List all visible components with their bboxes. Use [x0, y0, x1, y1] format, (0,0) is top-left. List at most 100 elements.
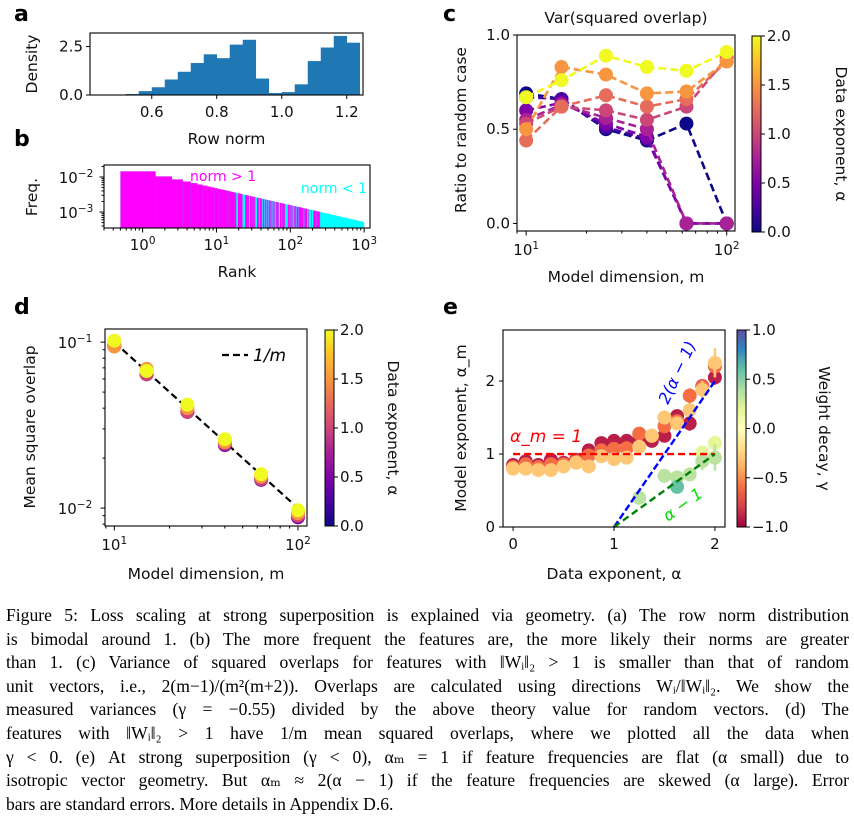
y-axis-label: Model exponent, α_m [452, 344, 471, 511]
rank-bar-norm-gt-1 [313, 210, 315, 228]
rank-bar-norm-gt-1 [276, 201, 277, 228]
rank-bar-norm-gt-1 [282, 203, 283, 228]
legend-norm-lt-1: norm < 1 [301, 181, 367, 197]
histogram-bar [333, 35, 348, 95]
rank-bar-norm-gt-1 [303, 208, 304, 228]
rank-bar-norm-gt-1 [316, 211, 317, 228]
data-point [519, 90, 534, 105]
data-point [519, 133, 534, 148]
data-point [639, 99, 654, 114]
panel-c-variance-ratio: Var(squared overlap) 101 102 0.0 0.5 1.0 Model… [452, 9, 850, 286]
rank-bar-norm-gt-1 [288, 204, 290, 228]
rank-bar-norm-gt-1 [182, 181, 191, 228]
rank-bar-norm-gt-1 [300, 207, 302, 228]
rank-bar-norm-gt-1 [278, 202, 279, 228]
caption-line: unit vectors, i.e., 2(m−1)/(m²(m+2)). Ov… [6, 675, 849, 696]
x-tick-label: 0 [508, 535, 518, 553]
rank-bar-norm-gt-1 [314, 210, 316, 228]
rank-bar-norm-gt-1 [269, 200, 270, 228]
x-axis-label: Model dimension, m [128, 565, 285, 583]
panel-d-colorbar-tick-label: 1.5 [340, 370, 364, 388]
panel-c-colorbar-tick-label: 2.0 [767, 27, 791, 45]
caption-line: measured variances (γ = −0.55) divided b… [6, 699, 849, 720]
y-axis-label: Ratio to random case [452, 47, 470, 213]
rank-bar-norm-gt-1 [197, 184, 203, 228]
panel-e-colorbar-tick-label: 0.5 [752, 370, 776, 388]
rank-bar-norm-gt-1 [288, 204, 290, 228]
rank-bar-norm-gt-1 [263, 199, 265, 228]
rank-bar-norm-gt-1 [245, 194, 247, 228]
data-point [639, 112, 654, 127]
rank-bar-norm-gt-1 [319, 211, 321, 228]
series-line [526, 95, 727, 225]
rank-bar-norm-gt-1 [232, 192, 235, 228]
panel-e-colorbar [736, 329, 747, 528]
data-point [670, 479, 685, 494]
panel-label-b: b [14, 127, 30, 152]
rank-bar-norm-gt-1 [306, 208, 308, 228]
y-tick-label: 0.5 [486, 120, 510, 138]
data-point [598, 67, 613, 82]
rank-bar-norm-gt-1 [223, 190, 227, 228]
histogram-bar [151, 87, 166, 95]
x-axis-label: Rank [218, 263, 257, 281]
y-tick-label: 10−2 [59, 168, 94, 187]
data-point [607, 452, 621, 467]
rank-bar-norm-gt-1 [257, 197, 258, 228]
data-point [695, 382, 710, 397]
series-line [525, 50, 728, 99]
rank-bar-norm-gt-1 [261, 198, 263, 228]
y-tick-label: 10−3 [59, 203, 94, 222]
rank-bar-norm-gt-1 [290, 205, 292, 228]
rank-bar-norm-gt-1 [284, 203, 286, 228]
data-point [607, 441, 621, 456]
rank-bar-norm-gt-1 [284, 203, 285, 228]
caption-line: γ < 0. (e) At strong superposition (γ < … [6, 746, 849, 767]
data-point [598, 88, 613, 103]
rank-bar-norm-gt-1 [277, 202, 278, 228]
rank-bar-norm-gt-1 [302, 207, 303, 228]
annotation-alpha-m-equals-1: α_m = 1 [510, 427, 582, 447]
panel-c-colorbar-tick-label: 1.0 [767, 125, 791, 143]
rank-bar-norm-gt-1 [250, 196, 252, 228]
rank-bar-norm-gt-1 [252, 196, 254, 228]
rank-bar-norm-gt-1 [267, 199, 268, 228]
rank-bar-norm-gt-1 [307, 209, 309, 228]
data-point [180, 397, 195, 412]
legend-label-1-over-m: 1/m [253, 346, 286, 366]
y-tick-label: 10−2 [58, 499, 93, 518]
data-point [290, 503, 305, 518]
y-axis-label: Mean square overlap [21, 345, 39, 508]
panel-c-colorbar [751, 35, 762, 233]
rank-bar-norm-gt-1 [239, 193, 242, 228]
rank-bar-norm-gt-1 [257, 197, 259, 228]
panel-d-colorbar-tick-label: 1.0 [340, 419, 364, 437]
rank-bar-norm-gt-1 [218, 188, 221, 228]
x-tick-label: 1.2 [335, 103, 359, 121]
rank-bar-norm-gt-1 [274, 201, 275, 228]
histogram-bar [177, 71, 192, 95]
data-point [581, 459, 596, 474]
panel-label-e: e [443, 295, 458, 320]
x-tick-label: 103 [351, 235, 377, 254]
rank-bar-norm-gt-1 [211, 187, 215, 228]
rank-bar-norm-gt-1 [280, 202, 282, 228]
rank-bar-norm-gt-1 [237, 193, 240, 228]
panel-a-frame [89, 32, 364, 96]
rank-bar-norm-gt-1 [316, 211, 318, 228]
rank-bar-norm-gt-1 [317, 211, 319, 228]
panel-d-colorbar-tick-label: 0.5 [340, 468, 364, 486]
data-point [657, 410, 672, 425]
data-point [682, 403, 697, 418]
panel-e-colorbar-tick-label: 0.0 [752, 420, 776, 438]
x-tick-label: 0.8 [205, 103, 229, 121]
histogram-bar [203, 54, 218, 95]
rank-bar-norm-gt-1 [190, 183, 198, 228]
rank-bar-norm-gt-1 [247, 195, 249, 228]
rank-bar-norm-gt-1 [230, 191, 233, 228]
rank-bar-norm-gt-1 [277, 202, 279, 228]
rank-bar-norm-gt-1 [254, 196, 256, 228]
data-point [554, 60, 569, 75]
panel-d-colorbar-label: Data exponent, α [384, 360, 402, 495]
rank-bar-norm-gt-1 [269, 200, 271, 228]
